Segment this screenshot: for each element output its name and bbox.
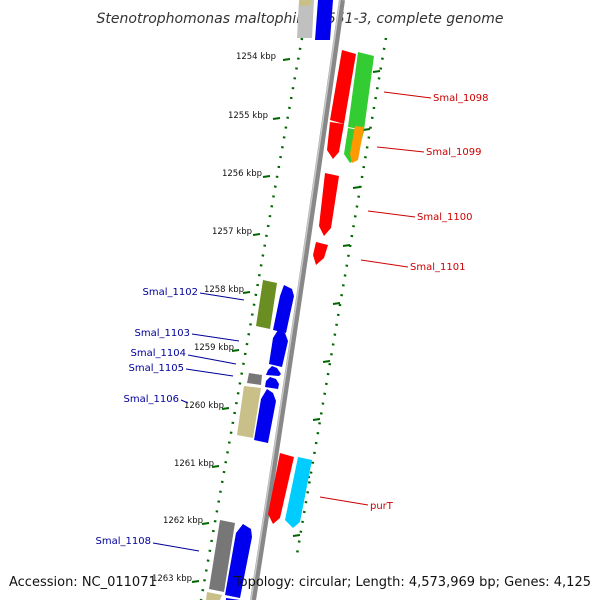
gene-label-smal-1098: Smal_1098	[433, 93, 488, 104]
gene-label-smal-1106: Smal_1106	[124, 394, 179, 405]
gene-arrow	[297, 0, 314, 38]
genome-backbone	[250, 0, 345, 600]
gene-arrow-smal-1104	[266, 366, 281, 376]
kbp-label: 1257 kbp	[212, 227, 252, 237]
gene-arrow-smal-1102	[256, 280, 277, 329]
backbone-line	[250, 0, 345, 600]
kbp-tick	[332, 302, 341, 305]
right-tick-guide	[294, 37, 388, 561]
tick-guides	[199, 37, 388, 600]
forward-strand-genes	[268, 50, 374, 528]
kbp-label: 1260 kbp	[184, 401, 224, 411]
forward-gene-labels: Smal_1098 Smal_1099 Smal_1100 Smal_1101 …	[370, 93, 488, 512]
leader-line	[367, 210, 416, 218]
gene-label-smal-1105: Smal_1105	[129, 363, 184, 374]
kbp-tick	[352, 186, 361, 189]
gene-label-smal-1104: Smal_1104	[131, 348, 186, 359]
leader-line	[191, 333, 240, 342]
kbp-tick	[342, 244, 351, 247]
forward-label-leaders	[319, 91, 432, 506]
leader-line	[199, 292, 245, 301]
kbp-ticks-right	[292, 70, 381, 537]
leader-line	[319, 496, 369, 506]
leader-line	[152, 542, 200, 552]
reverse-gene-labels: Smal_1102 Smal_1103 Smal_1104 Smal_1105 …	[96, 287, 198, 547]
kbp-label: 1259 kbp	[194, 343, 234, 353]
gene-arrow-smal-1108	[209, 520, 235, 592]
gene-arrow-smal-1103	[269, 330, 288, 367]
kbp-ticks-left	[191, 58, 291, 583]
gene-arrow	[268, 453, 294, 524]
gene-arrow-smal-1098	[348, 52, 374, 130]
kbp-labels: 1254 kbp 1255 kbp 1256 kbp 1257 kbp 1258…	[152, 52, 276, 584]
reverse-strand-genes	[206, 280, 294, 600]
gene-label-smal-1101: Smal_1101	[410, 262, 465, 273]
kbp-label: 1254 kbp	[236, 52, 276, 62]
gene-arrow-smal-1098	[330, 50, 356, 124]
gene-arrow	[315, 0, 333, 40]
gene-arrow-smal-1106	[254, 389, 276, 443]
kbp-tick	[231, 349, 240, 352]
gene-arrow-smal-1102	[273, 285, 294, 333]
kbp-tick	[191, 580, 200, 583]
kbp-tick	[312, 418, 321, 421]
leader-line	[360, 259, 409, 268]
kbp-tick	[282, 58, 291, 61]
gene-arrow	[206, 592, 222, 600]
gene-arrow-smal-1100	[319, 173, 339, 236]
gene-arrow	[299, 0, 312, 6]
leader-line	[180, 399, 189, 404]
kbp-tick	[372, 70, 381, 73]
kbp-tick	[262, 175, 271, 178]
kbp-tick	[272, 117, 281, 120]
kbp-label: 1262 kbp	[163, 516, 203, 526]
genome-summary-text: Topology: circular; Length: 4,573,969 bp…	[233, 575, 591, 590]
gene-label-smal-1102: Smal_1102	[143, 287, 198, 298]
gene-arrow-purT	[285, 457, 312, 528]
gene-label-smal-1100: Smal_1100	[417, 212, 472, 223]
gene-arrow-smal-1099	[350, 126, 364, 163]
kbp-label: 1263 kbp	[152, 574, 192, 584]
gene-arrow-smal-1108	[225, 524, 252, 598]
gene-arrow-smal-1106	[237, 386, 261, 438]
kbp-label: 1255 kbp	[228, 111, 268, 121]
leader-line	[185, 368, 234, 377]
kbp-tick	[362, 128, 371, 131]
gene-label-smal-1103: Smal_1103	[135, 328, 190, 339]
gene-arrow-smal-1104	[265, 377, 279, 389]
kbp-label: 1261 kbp	[174, 459, 214, 469]
gene-arrow-smal-1101	[313, 242, 328, 265]
kbp-label: 1258 kbp	[204, 285, 244, 295]
reverse-label-leaders	[152, 292, 245, 552]
gene-arrow-smal-1105	[247, 373, 262, 385]
leader-line	[383, 91, 432, 99]
kbp-tick	[201, 522, 210, 525]
gene-label-smal-1108: Smal_1108	[96, 536, 151, 547]
backbone-highlight	[250, 0, 341, 600]
kbp-tick	[242, 291, 251, 294]
kbp-tick	[292, 534, 301, 537]
kbp-tick	[221, 407, 230, 410]
kbp-tick	[211, 465, 220, 468]
gene-arrow	[327, 122, 344, 159]
gene-label-smal-1099: Smal_1099	[426, 147, 481, 158]
accession-text: Accession: NC_011071	[9, 575, 157, 590]
top-edge-genes	[297, 0, 333, 40]
leader-line	[187, 354, 237, 365]
gene-label-purT: purT	[370, 501, 394, 512]
leader-line	[376, 146, 425, 153]
kbp-tick	[252, 233, 261, 236]
kbp-label: 1256 kbp	[222, 169, 262, 179]
kbp-tick	[322, 360, 331, 363]
